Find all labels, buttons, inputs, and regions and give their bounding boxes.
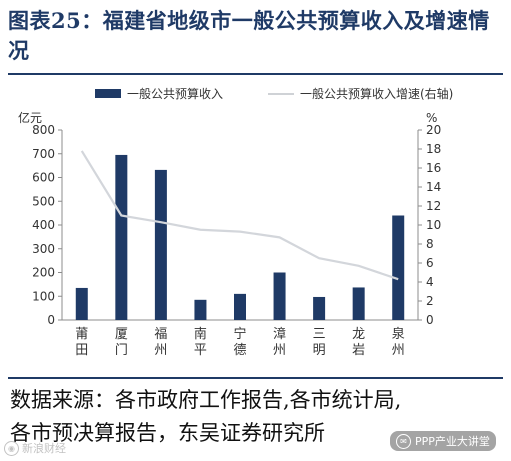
- bar: [234, 293, 246, 320]
- y-tick-label: 100: [32, 289, 55, 303]
- watermark-right-text: PPP产业大讲堂: [415, 435, 490, 448]
- x-tick-label: 龙岩: [352, 327, 365, 358]
- legend-label-line: 一般公共预算收入增速(右轴): [300, 86, 453, 101]
- y-axis-unit-label: 亿元: [18, 110, 42, 125]
- title-divider: [8, 73, 503, 75]
- y-tick-label: 600: [32, 171, 55, 185]
- x-tick-label: 三明: [313, 327, 326, 358]
- source-note: 数据来源：各市政府工作报告,各市统计局, 各市预决算报告，东吴证券研究所: [10, 384, 505, 450]
- x-tick-label: 福州: [154, 327, 167, 358]
- y2-tick-label: 18: [426, 142, 441, 156]
- bar: [154, 169, 167, 320]
- x-tick-label: 南平: [194, 326, 207, 358]
- y2-tick-label: 8: [426, 237, 434, 251]
- bar: [392, 215, 405, 320]
- y-tick-label: 200: [32, 266, 55, 280]
- legend-swatch-bar: [95, 89, 121, 98]
- footer-divider: [8, 377, 503, 379]
- growth-line: [80, 150, 399, 281]
- watermark-left-text: 新浪财经: [22, 442, 66, 455]
- chart-title: 图表25：福建省地级市一般公共预算收入及增速情况: [8, 8, 490, 63]
- x-tick-label: 泉州: [392, 326, 405, 358]
- source-line-2: 各市预决算报告，东吴证券研究所: [10, 421, 325, 445]
- bar: [194, 299, 207, 320]
- x-tick-label: 漳州: [273, 326, 286, 358]
- x-tick-label: 厦门: [115, 327, 128, 358]
- weibo-icon: ◉: [4, 440, 19, 456]
- x-tick-label: 宁德: [233, 326, 246, 358]
- y2-tick-label: 10: [426, 218, 441, 232]
- y-tick-label: 500: [32, 194, 55, 208]
- y-tick-label: 0: [47, 313, 55, 327]
- bar: [273, 272, 286, 320]
- y-tick-label: 300: [32, 242, 55, 256]
- y2-tick-label: 20: [426, 123, 441, 137]
- x-tick-label: 莆田: [75, 327, 88, 358]
- y-tick-label: 400: [32, 218, 55, 232]
- wechat-icon: ✉: [396, 433, 411, 449]
- y2-tick-label: 2: [426, 294, 434, 308]
- y2-tick-label: 0: [426, 313, 434, 327]
- bar: [313, 296, 326, 320]
- y2-tick-label: 4: [426, 275, 434, 289]
- chart-area: 一般公共预算收入 一般公共预算收入增速(右轴)亿元 %010020030040050…: [18, 86, 453, 358]
- y-tick-label: 800: [32, 123, 55, 137]
- y2-tick-label: 6: [426, 256, 434, 270]
- y2-tick-label: 12: [426, 199, 441, 213]
- bar: [115, 154, 128, 320]
- bar: [352, 287, 365, 320]
- bar: [75, 287, 88, 320]
- source-line-1: 数据来源：各市政府工作报告,各市统计局,: [10, 388, 402, 412]
- y2-axis-unit-label: %: [426, 111, 437, 125]
- legend-label-bar: 一般公共预算收入: [127, 86, 223, 101]
- watermark-left: ◉ 新浪财经: [4, 440, 66, 456]
- y2-tick-label: 14: [426, 180, 441, 194]
- y2-tick-label: 16: [426, 161, 441, 175]
- y-tick-label: 700: [32, 147, 55, 161]
- watermark-right: ✉ PPP产业大讲堂: [390, 431, 496, 451]
